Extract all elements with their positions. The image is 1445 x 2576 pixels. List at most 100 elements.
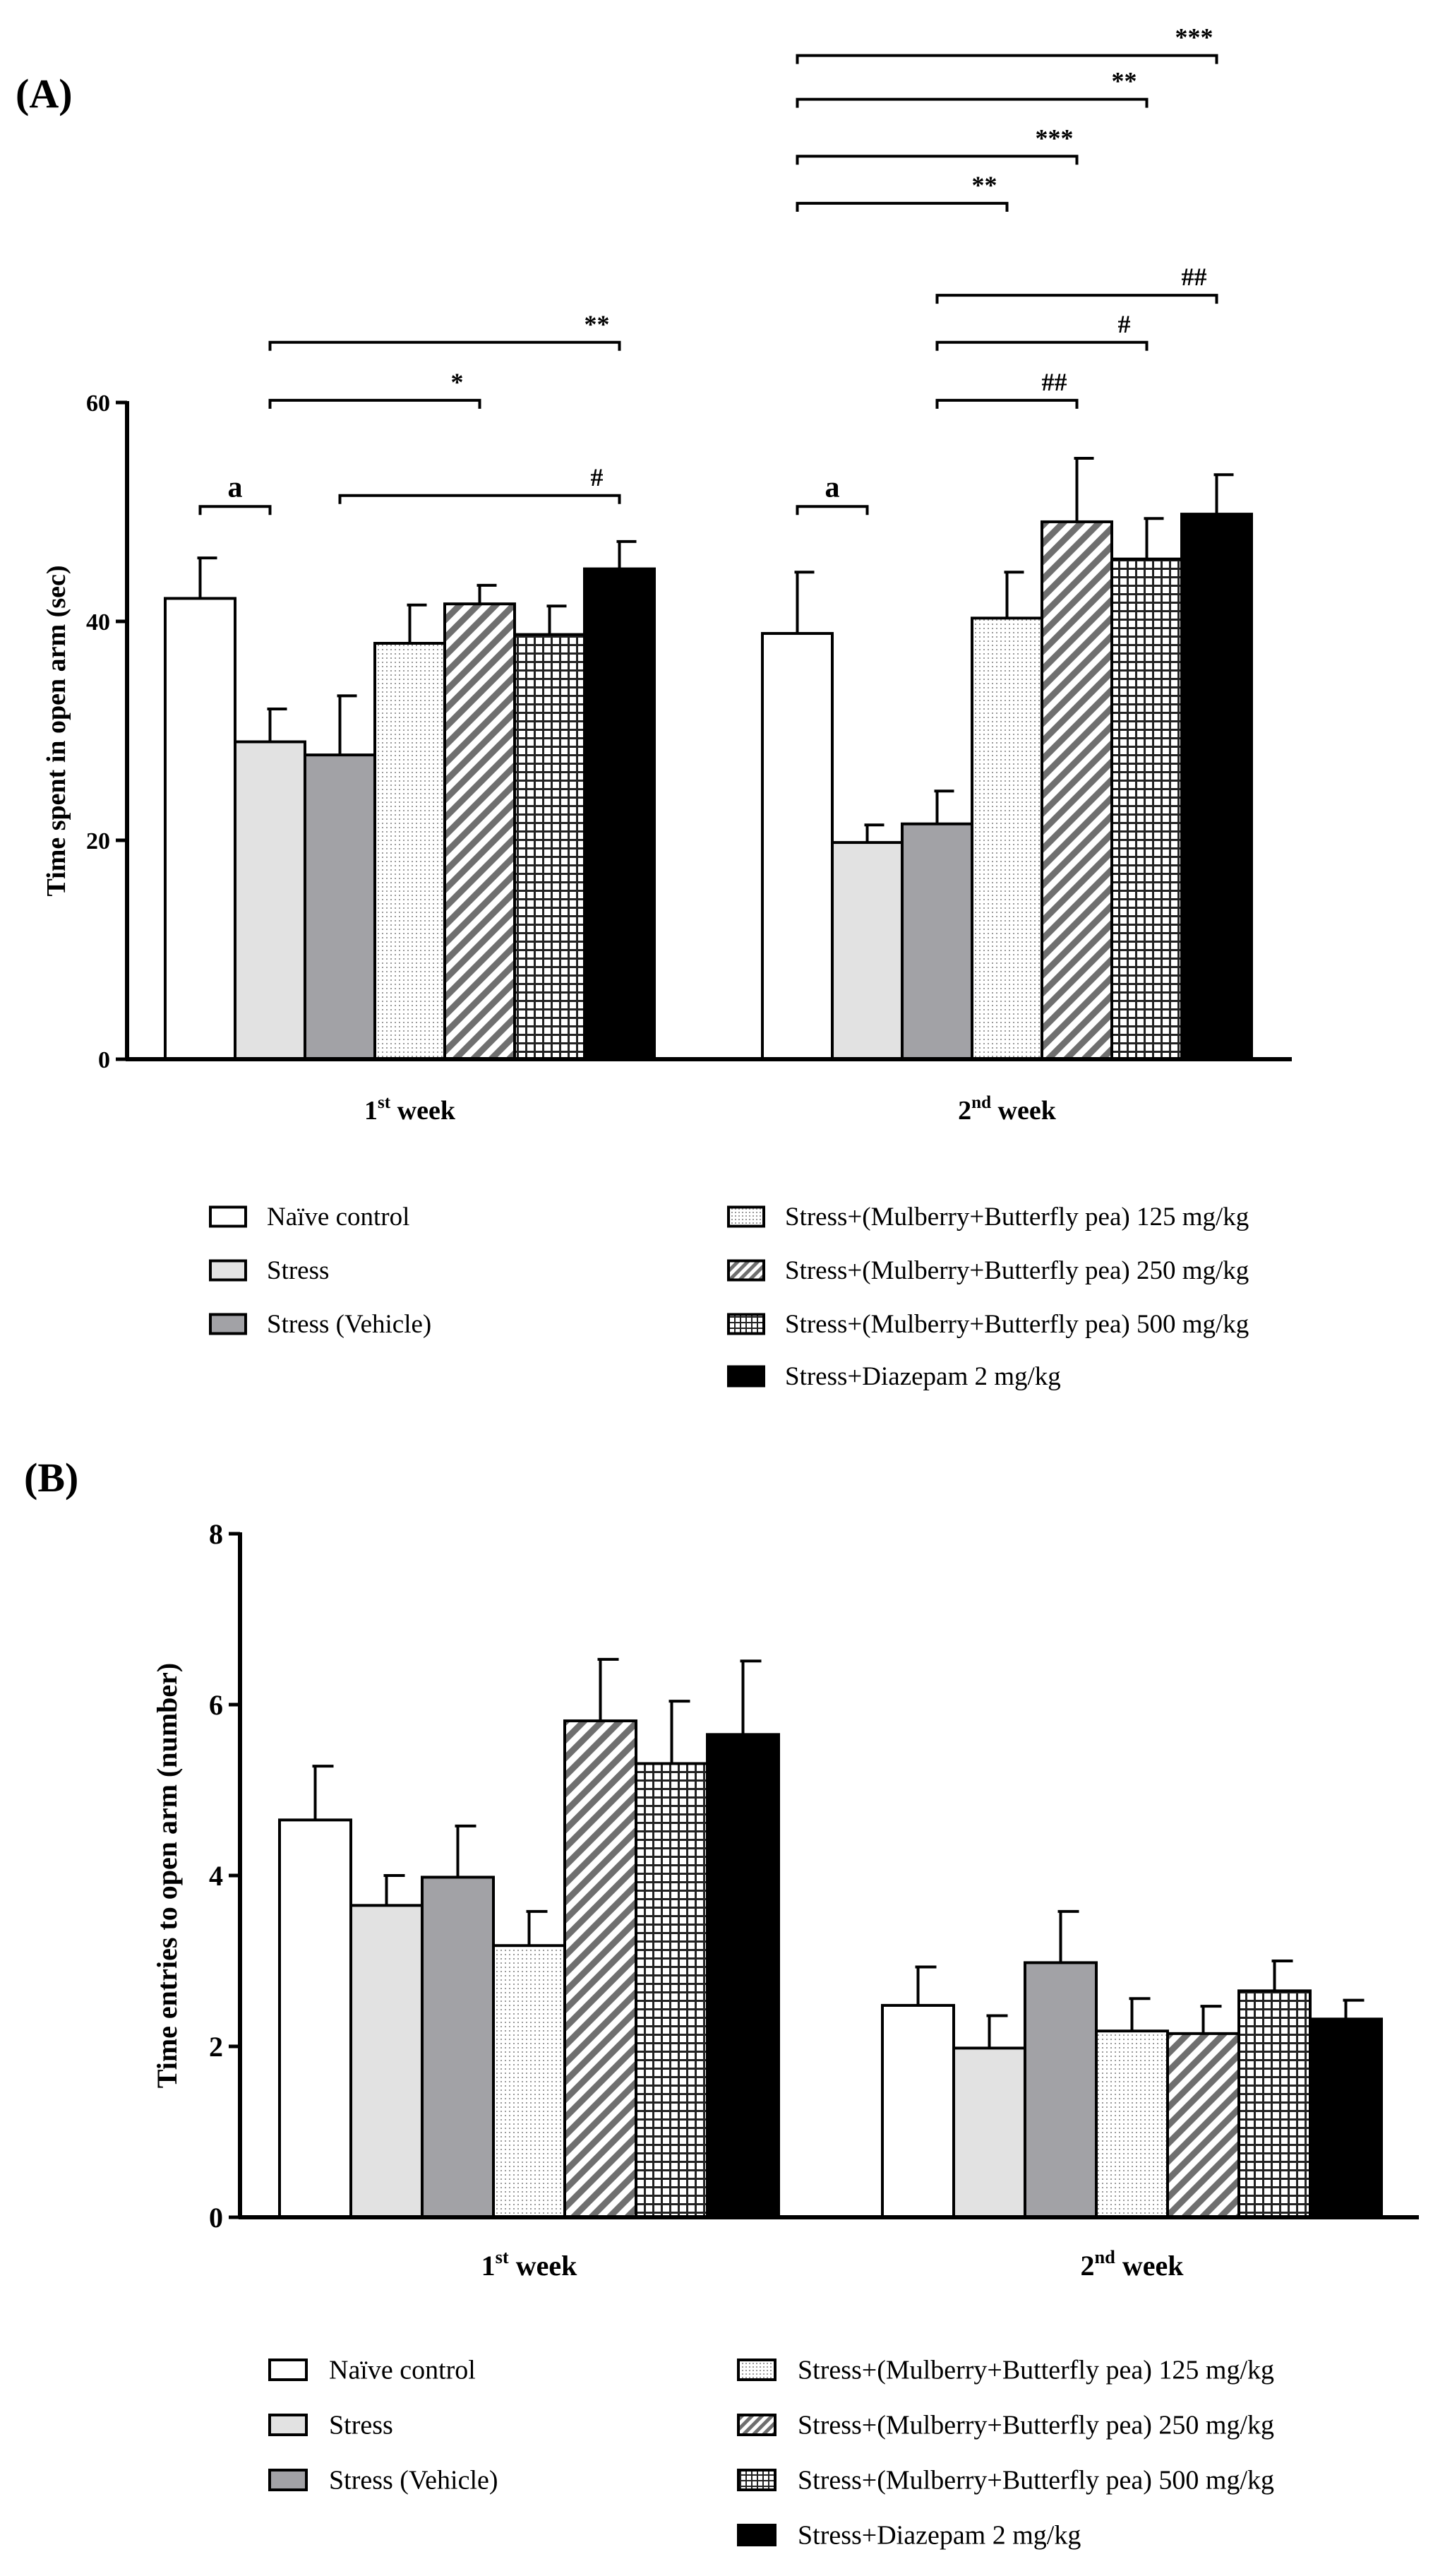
category-number: 1 — [481, 2250, 496, 2282]
legend-swatch — [727, 1365, 765, 1388]
legend-swatch — [737, 2469, 777, 2491]
chart-a: 0 20 40 60 Time spent in open arm (sec) 1st w… — [42, 23, 1292, 1126]
legend-a: Naïve control Stress Stress (Vehicle) Stres… — [209, 1203, 1249, 1391]
x-category-label: 1st week — [364, 1093, 456, 1126]
y-tick-label: 4 — [209, 1860, 223, 1892]
legend-swatch — [727, 1313, 765, 1335]
legend-label: Naïve control — [329, 2356, 476, 2385]
category-number: 1 — [364, 1096, 378, 1126]
bar — [1041, 520, 1113, 1061]
legend-label: Stress — [267, 1256, 329, 1285]
category-word: week — [390, 1096, 456, 1126]
significance-bracket — [935, 398, 1079, 409]
significance-label: *** — [1036, 124, 1074, 152]
legend-swatch — [268, 2469, 308, 2491]
legend-swatch — [737, 2524, 777, 2546]
legend-label: Stress (Vehicle) — [329, 2466, 498, 2496]
significance-bracket — [796, 97, 1149, 108]
significance-bracket — [935, 340, 1149, 351]
category-word: week — [509, 2250, 577, 2282]
bar — [492, 1944, 566, 2219]
bar — [1180, 513, 1253, 1061]
legend-label: Naïve control — [267, 1203, 409, 1232]
significance-bracket — [935, 294, 1218, 304]
legend-label: Stress+(Mulberry+Butterfly pea) 250 mg/k… — [785, 1256, 1249, 1285]
legend-label: Stress+(Mulberry+Butterfly pea) 125 mg/k… — [785, 1203, 1249, 1232]
bar — [881, 2003, 955, 2219]
legend-b: Naïve control Stress Stress (Vehicle) Stres… — [268, 2356, 1274, 2551]
bar — [443, 602, 516, 1061]
significance-label: # — [1118, 310, 1131, 338]
legend-swatch — [737, 2359, 777, 2381]
y-tick-label: 2 — [209, 2031, 223, 2063]
legend-label: Stress+(Mulberry+Butterfly pea) 125 mg/k… — [798, 2356, 1274, 2385]
y-tick-label: 6 — [209, 1689, 223, 1721]
y-tick-label: 60 — [86, 390, 110, 417]
x-category-label: 2nd week — [958, 1093, 1057, 1126]
y-axis-label: Time entries to open arm (number) — [151, 1663, 183, 2089]
category-word: week — [1115, 2250, 1184, 2282]
legend-label: Stress+Diazepam 2 mg/kg — [798, 2521, 1081, 2551]
significance-bracket — [796, 54, 1218, 64]
significance-label: ** — [584, 310, 610, 338]
category-suffix: nd — [971, 1093, 991, 1112]
significance-label: a — [825, 471, 840, 503]
legend-label: Stress+(Mulberry+Butterfly pea) 500 mg/k… — [785, 1310, 1249, 1339]
legend-swatch — [268, 2359, 308, 2381]
bar — [304, 753, 376, 1061]
category-suffix: st — [378, 1093, 391, 1112]
y-tick-label: 0 — [209, 2202, 223, 2234]
category-number: 2 — [1081, 2250, 1095, 2282]
category-word: week — [991, 1096, 1057, 1126]
bar — [349, 1904, 424, 2219]
significance-label: ** — [1112, 67, 1137, 95]
significance-bracket — [268, 398, 481, 409]
significance-label: ## — [1042, 368, 1067, 396]
legend-swatch — [737, 2414, 777, 2436]
category-number: 2 — [958, 1096, 971, 1126]
bar — [1024, 1961, 1098, 2219]
y-axis-label: Time spent in open arm (sec) — [42, 566, 71, 897]
legend-label: Stress — [329, 2411, 393, 2440]
legend-swatch — [268, 2414, 308, 2436]
bar — [1309, 2017, 1383, 2219]
bar — [513, 633, 586, 1061]
y-tick-label: 40 — [86, 609, 110, 636]
y-tick-label: 0 — [98, 1047, 110, 1073]
x-category-label: 2nd week — [1081, 2246, 1185, 2282]
bar — [1166, 2032, 1240, 2219]
chart-b: 0 2 4 6 8 Time entries to open arm (number) 1s… — [151, 1518, 1419, 2282]
legend-label: Stress (Vehicle) — [267, 1310, 431, 1339]
significance-bracket — [796, 155, 1079, 165]
significance-label: ** — [972, 171, 997, 199]
significance-label: # — [591, 463, 604, 491]
x-category-label: 1st week — [481, 2246, 577, 2282]
bar — [563, 1719, 637, 2219]
bar — [164, 597, 236, 1061]
legend-swatch — [727, 1259, 765, 1282]
legend-label: Stress+(Mulberry+Butterfly pea) 500 mg/k… — [798, 2466, 1274, 2496]
bar — [234, 740, 306, 1061]
category-suffix: st — [496, 2246, 509, 2267]
significance-bracket — [338, 494, 621, 504]
significance-bracket — [198, 505, 272, 515]
bar — [706, 1733, 780, 2219]
bar — [761, 632, 834, 1061]
bar — [901, 822, 973, 1061]
category-suffix: nd — [1095, 2246, 1116, 2267]
legend-label: Stress+Diazepam 2 mg/kg — [785, 1362, 1061, 1391]
bar — [421, 1876, 495, 2219]
panel-b-letter: (B) — [24, 1455, 78, 1501]
bar — [831, 841, 904, 1061]
legend-label: Stress+(Mulberry+Butterfly pea) 250 mg/k… — [798, 2411, 1274, 2440]
y-tick-label: 20 — [86, 828, 110, 854]
bar — [1110, 557, 1183, 1061]
y-tick-label: 8 — [209, 1518, 223, 1550]
bar — [971, 616, 1043, 1061]
significance-bracket — [796, 505, 869, 515]
significance-bracket — [796, 201, 1009, 212]
legend-swatch — [209, 1313, 247, 1335]
panel-a-letter: (A) — [16, 71, 73, 117]
bar — [583, 567, 656, 1061]
